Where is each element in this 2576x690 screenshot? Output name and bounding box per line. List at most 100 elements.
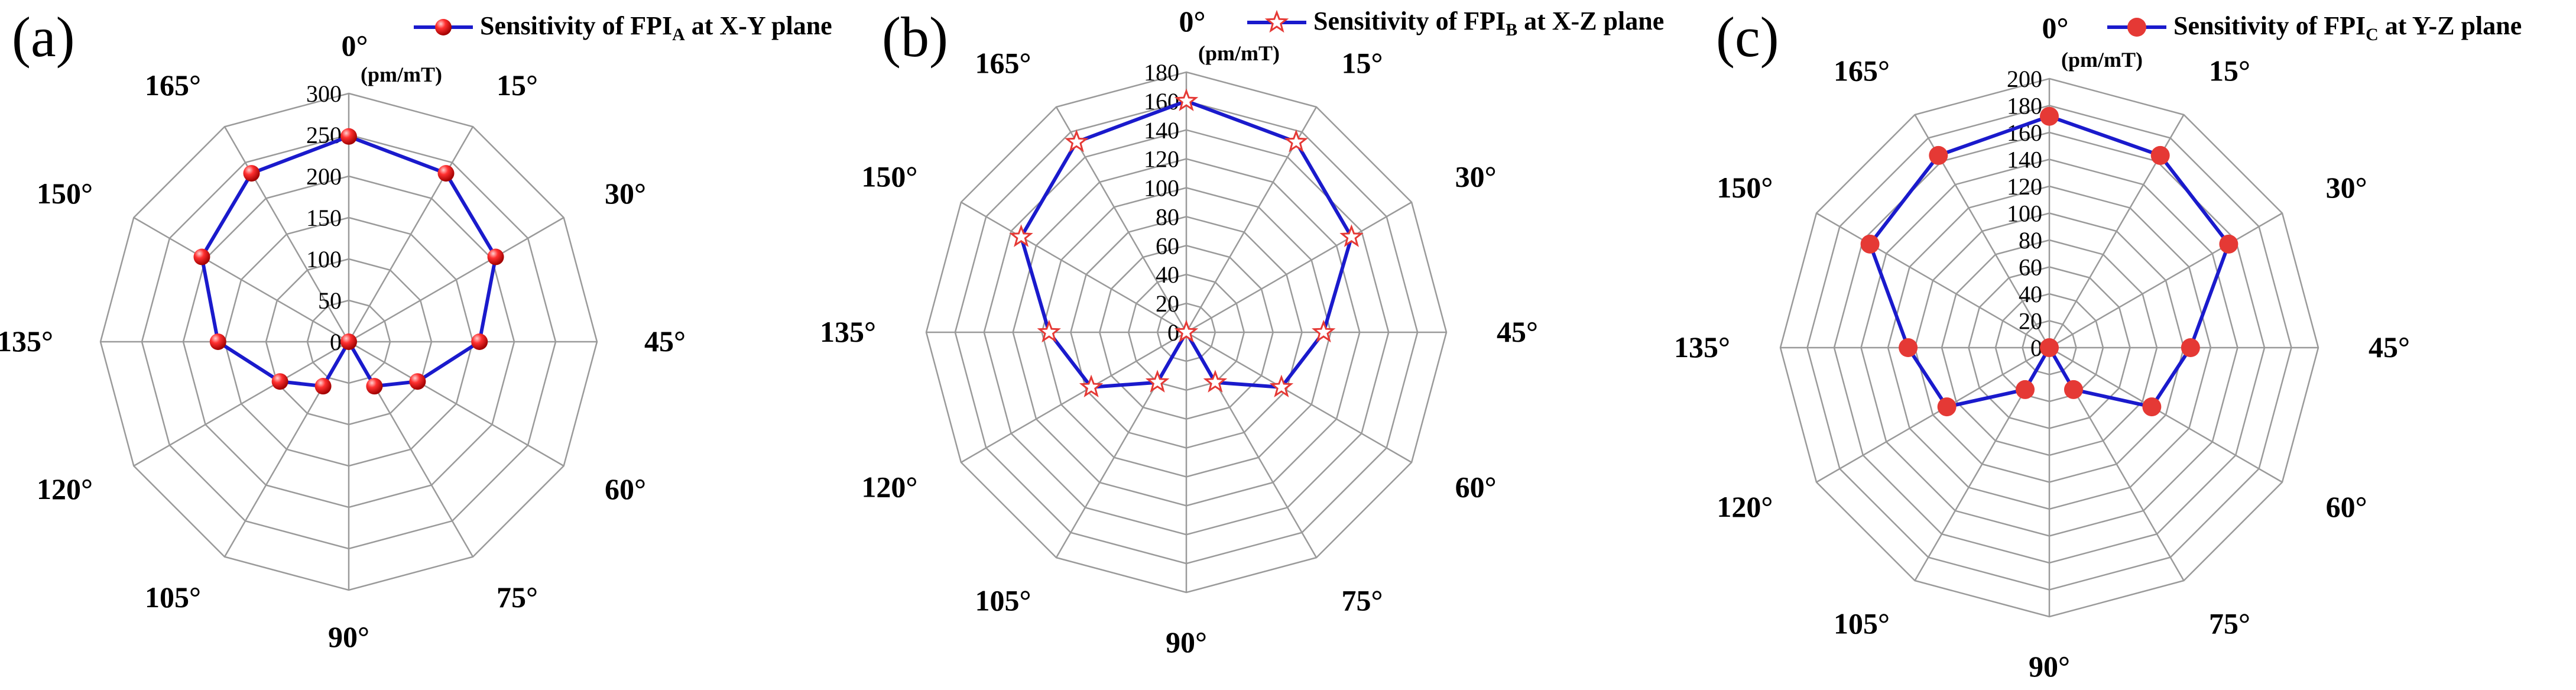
data-point [1269, 374, 1294, 398]
unit-label: (pm/mT) [361, 63, 442, 86]
data-point [1174, 88, 1199, 112]
data-point [1899, 338, 1918, 357]
grid-spoke [1186, 201, 1412, 333]
data-point [1339, 224, 1364, 247]
tick-label: 180 [2007, 93, 2042, 119]
tick-label: 20 [2019, 308, 2042, 335]
angle-label: 150° [37, 177, 93, 210]
tick-label: 100 [1144, 175, 1179, 202]
legend-text: Sensitivity of FPIA at X-Y plane [480, 11, 832, 44]
data-point [340, 333, 357, 350]
grid-spoke [961, 201, 1187, 333]
grid-spoke [348, 216, 564, 343]
data-point [243, 165, 260, 182]
panel-label: (b) [882, 5, 948, 69]
tick-label: 150 [306, 205, 342, 231]
angle-label: 90° [1166, 626, 1207, 659]
data-point [271, 373, 288, 390]
tick-label: 0 [330, 329, 342, 355]
data-point [487, 248, 504, 265]
angle-label: 75° [1342, 584, 1383, 617]
tick-label: 180 [1144, 59, 1179, 86]
angle-label: 135° [0, 325, 53, 358]
grid-spoke [1186, 331, 1412, 464]
angle-label: 15° [1342, 46, 1383, 79]
tick-label: 140 [1144, 117, 1179, 144]
data-point [1937, 397, 1957, 417]
legend-marker [435, 19, 452, 35]
data-point [2150, 145, 2170, 165]
tick-label: 0 [1167, 319, 1179, 346]
angle-label: 15° [2209, 54, 2250, 87]
grid-spoke [2049, 346, 2283, 483]
angle-label: 60° [2326, 490, 2367, 523]
grid-spoke [2049, 212, 2283, 349]
data-point [1174, 319, 1199, 343]
tick-label: 200 [306, 163, 342, 190]
grid-spoke [1816, 346, 2050, 483]
data-point [1929, 145, 1948, 165]
grid-spoke [961, 331, 1187, 464]
angle-label: 135° [820, 315, 876, 348]
angle-label: 135° [1674, 331, 1730, 364]
angle-label: 150° [1717, 171, 1773, 204]
angle-label: 120° [861, 471, 917, 504]
grid-spoke [1816, 212, 2050, 349]
data-point [2040, 106, 2059, 126]
panel-label: (a) [12, 5, 75, 69]
data-point [209, 333, 226, 350]
angle-label: 165° [975, 46, 1031, 79]
angle-label: 30° [605, 177, 646, 210]
data-point [471, 333, 488, 350]
angle-label: 150° [861, 160, 917, 193]
data-point [409, 373, 426, 390]
panel-label: (c) [1716, 5, 1779, 69]
data-point [193, 248, 210, 265]
radar-chart-b: 020406080100120140160180(pm/mT)0°15°30°4… [820, 5, 1664, 659]
angle-label: 105° [1834, 607, 1890, 640]
grid-spoke [348, 126, 474, 342]
data-point [2040, 338, 2059, 357]
legend-text: Sensitivity of FPIC at Y-Z plane [2173, 11, 2522, 44]
legend-marker [1264, 9, 1289, 33]
angle-label: 105° [975, 584, 1031, 617]
data-point [340, 128, 357, 145]
angle-label: 90° [328, 620, 369, 653]
data-point [1203, 370, 1228, 393]
data-point [2016, 380, 2035, 399]
data-point [1312, 319, 1336, 343]
data-point [1284, 129, 1308, 153]
data-point [2181, 338, 2200, 357]
tick-label: 50 [318, 287, 342, 314]
grid-spoke [223, 126, 350, 342]
angle-label: 165° [145, 69, 201, 102]
unit-label: (pm/mT) [1198, 41, 1280, 65]
tick-label: 200 [2007, 66, 2042, 92]
data-point [1860, 234, 1880, 254]
angle-label: 15° [497, 69, 538, 102]
tick-label: 300 [306, 80, 342, 107]
tick-label: 100 [306, 246, 342, 273]
legend-text: Sensitivity of FPIB at X-Z plane [1313, 7, 1664, 40]
radar-chart-a: 050100150200250300(pm/mT)0°15°30°45°60°7… [0, 5, 832, 653]
angle-label: 0° [1179, 5, 1206, 38]
angle-label: 30° [1455, 160, 1497, 193]
tick-label: 120 [1144, 146, 1179, 173]
angle-label: 75° [497, 581, 538, 614]
angle-label: 45° [1497, 315, 1538, 348]
angle-label: 45° [2369, 331, 2410, 364]
tick-label: 120 [2007, 173, 2042, 200]
angle-label: 0° [2042, 11, 2069, 44]
data-point [1079, 374, 1104, 398]
data-point [1065, 129, 1089, 153]
data-point [366, 378, 383, 395]
tick-label: 40 [2019, 281, 2042, 307]
tick-label: 60 [2019, 254, 2042, 281]
angle-label: 30° [2326, 171, 2367, 204]
data-point [437, 165, 455, 182]
angle-label: 120° [37, 472, 93, 506]
tick-label: 60 [1156, 232, 1179, 259]
angle-label: 90° [2029, 650, 2070, 683]
angle-label: 45° [644, 325, 686, 358]
